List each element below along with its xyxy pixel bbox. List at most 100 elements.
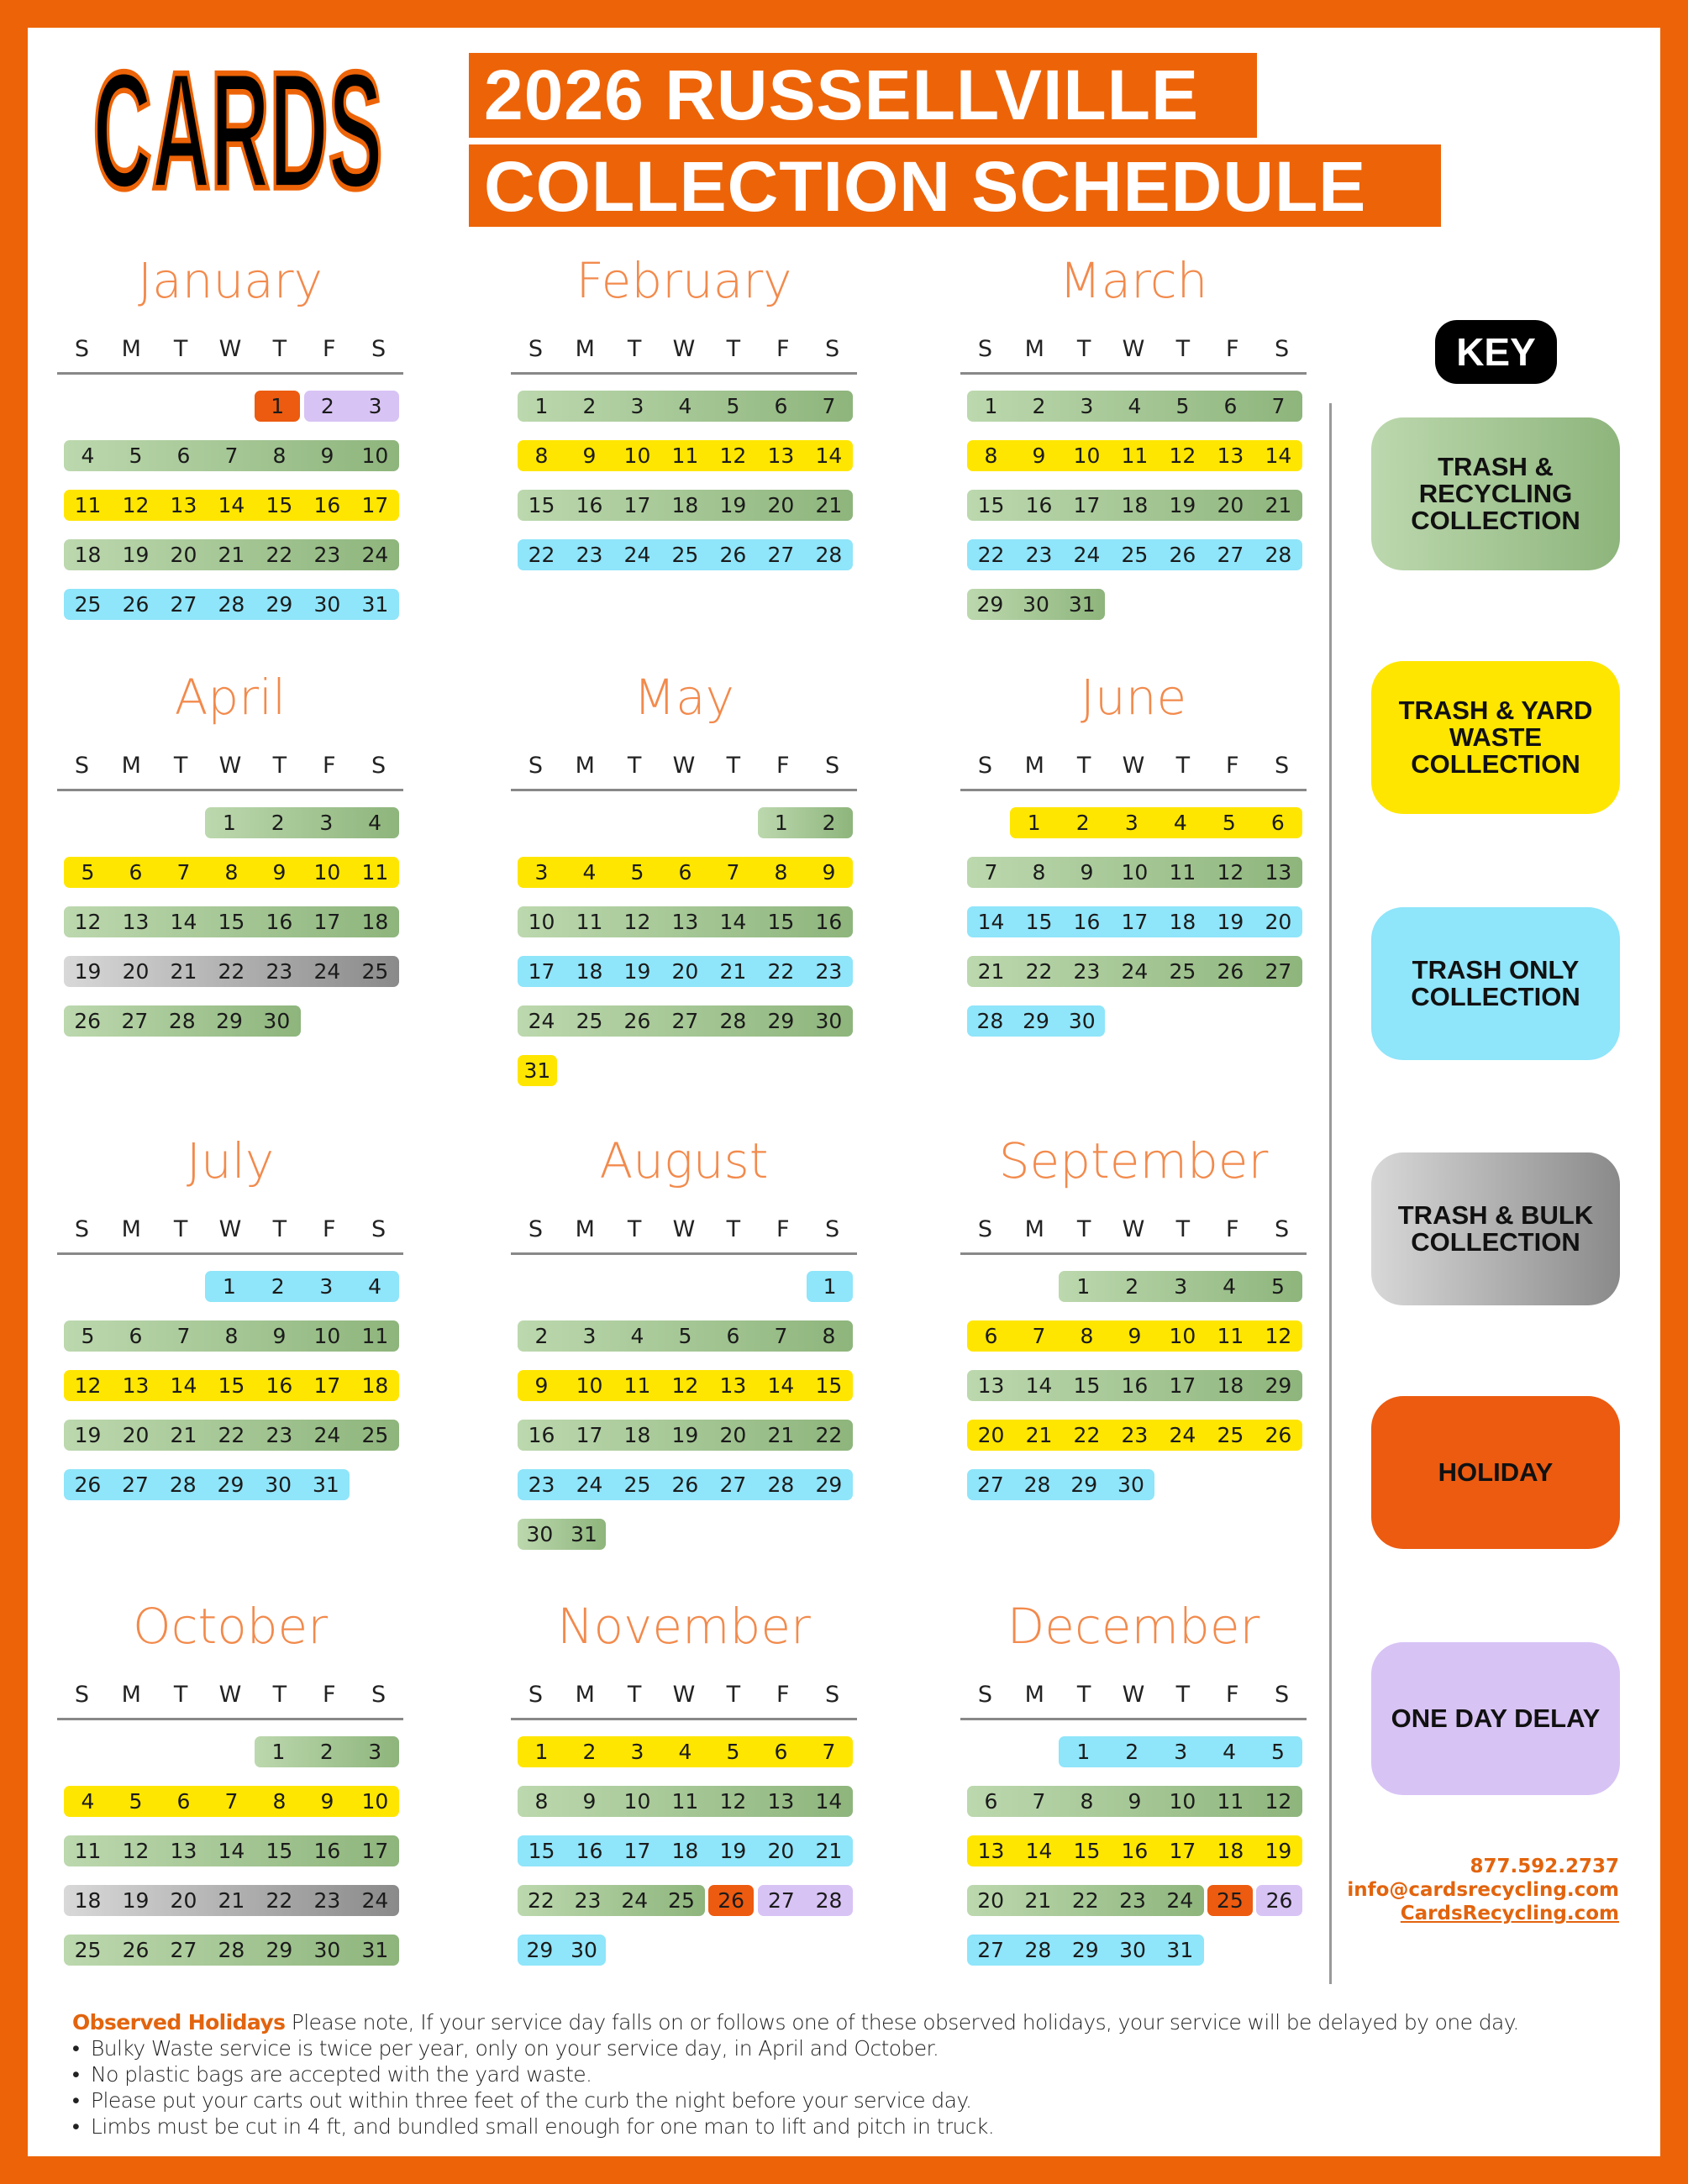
day-cell[interactable]: 7 bbox=[774, 1324, 788, 1348]
day-cell[interactable]: 18 bbox=[361, 1373, 389, 1398]
day-cell[interactable]: 5 bbox=[1271, 1274, 1285, 1299]
day-cell[interactable]: 14 bbox=[170, 1373, 197, 1398]
day-cell[interactable]: 31 bbox=[1166, 1938, 1194, 1962]
day-cell[interactable]: 1 bbox=[823, 1274, 837, 1299]
day-cell[interactable]: 21 bbox=[218, 1888, 245, 1913]
day-cell[interactable]: 20 bbox=[719, 1423, 747, 1447]
day-cell[interactable]: 19 bbox=[1217, 910, 1244, 934]
day-cell[interactable]: 26 bbox=[718, 1888, 745, 1913]
day-cell[interactable]: 17 bbox=[1169, 1839, 1196, 1863]
day-cell[interactable]: 8 bbox=[774, 860, 788, 885]
day-cell[interactable]: 5 bbox=[129, 1789, 143, 1814]
day-cell[interactable]: 23 bbox=[1073, 959, 1101, 984]
day-cell[interactable]: 17 bbox=[313, 1373, 341, 1398]
day-cell[interactable]: 16 bbox=[313, 1839, 341, 1863]
day-cell[interactable]: 8 bbox=[1080, 1324, 1094, 1348]
day-cell[interactable]: 16 bbox=[1121, 1839, 1149, 1863]
day-cell[interactable]: 16 bbox=[815, 910, 843, 934]
day-cell[interactable]: 19 bbox=[122, 543, 150, 567]
day-cell[interactable]: 26 bbox=[623, 1009, 651, 1033]
day-cell[interactable]: 10 bbox=[576, 1373, 603, 1398]
day-cell[interactable]: 7 bbox=[176, 860, 191, 885]
day-cell[interactable]: 11 bbox=[576, 910, 603, 934]
day-cell[interactable]: 3 bbox=[319, 1274, 334, 1299]
day-cell[interactable]: 31 bbox=[361, 1938, 389, 1962]
day-cell[interactable]: 19 bbox=[1265, 1839, 1292, 1863]
website-link[interactable]: CardsRecycling.com bbox=[1400, 1903, 1619, 1924]
day-cell[interactable]: 30 bbox=[815, 1009, 843, 1033]
day-cell[interactable]: 25 bbox=[361, 1423, 389, 1447]
day-cell[interactable]: 29 bbox=[266, 592, 293, 617]
day-cell[interactable]: 24 bbox=[623, 543, 651, 567]
day-cell[interactable]: 18 bbox=[623, 1423, 651, 1447]
day-cell[interactable]: 10 bbox=[1169, 1324, 1196, 1348]
day-cell[interactable]: 22 bbox=[1025, 959, 1053, 984]
day-cell[interactable]: 4 bbox=[1173, 811, 1187, 835]
day-cell[interactable]: 15 bbox=[1073, 1373, 1101, 1398]
day-cell[interactable]: 30 bbox=[1117, 1473, 1144, 1497]
day-cell[interactable]: 25 bbox=[623, 1473, 651, 1497]
day-cell[interactable]: 22 bbox=[527, 1888, 555, 1913]
day-cell[interactable]: 21 bbox=[1025, 1423, 1053, 1447]
day-cell[interactable]: 14 bbox=[1025, 1839, 1053, 1863]
day-cell[interactable]: 20 bbox=[767, 1839, 795, 1863]
day-cell[interactable]: 8 bbox=[822, 1324, 836, 1348]
day-cell[interactable]: 26 bbox=[122, 1938, 150, 1962]
day-cell[interactable]: 6 bbox=[984, 1324, 998, 1348]
day-cell[interactable]: 27 bbox=[719, 1473, 747, 1497]
day-cell[interactable]: 26 bbox=[719, 543, 747, 567]
day-cell[interactable]: 2 bbox=[271, 1274, 285, 1299]
day-cell[interactable]: 31 bbox=[361, 592, 389, 617]
day-cell[interactable]: 4 bbox=[582, 860, 597, 885]
day-cell[interactable]: 7 bbox=[822, 1740, 836, 1764]
day-cell[interactable]: 27 bbox=[1217, 543, 1244, 567]
day-cell[interactable]: 14 bbox=[767, 1373, 795, 1398]
day-cell[interactable]: 30 bbox=[313, 1938, 341, 1962]
day-cell[interactable]: 8 bbox=[984, 444, 998, 468]
day-cell[interactable]: 17 bbox=[1169, 1373, 1196, 1398]
day-cell[interactable]: 10 bbox=[313, 860, 341, 885]
day-cell[interactable]: 15 bbox=[218, 910, 245, 934]
day-cell[interactable]: 12 bbox=[1169, 444, 1196, 468]
day-cell[interactable]: 18 bbox=[1217, 1373, 1244, 1398]
day-cell[interactable]: 9 bbox=[272, 860, 287, 885]
day-cell[interactable]: 14 bbox=[1265, 444, 1292, 468]
day-cell[interactable]: 21 bbox=[218, 543, 245, 567]
day-cell[interactable]: 6 bbox=[984, 1789, 998, 1814]
day-cell[interactable]: 14 bbox=[170, 910, 197, 934]
day-cell[interactable]: 5 bbox=[678, 1324, 692, 1348]
day-cell[interactable]: 3 bbox=[534, 860, 549, 885]
day-cell[interactable]: 28 bbox=[169, 1473, 197, 1497]
day-cell[interactable]: 30 bbox=[263, 1009, 291, 1033]
day-cell[interactable]: 14 bbox=[815, 1789, 843, 1814]
day-cell[interactable]: 23 bbox=[1119, 1888, 1146, 1913]
day-cell[interactable]: 25 bbox=[671, 543, 699, 567]
day-cell[interactable]: 11 bbox=[671, 444, 699, 468]
day-cell[interactable]: 25 bbox=[1121, 543, 1149, 567]
day-cell[interactable]: 11 bbox=[1217, 1789, 1244, 1814]
day-cell[interactable]: 3 bbox=[368, 1740, 382, 1764]
day-cell[interactable]: 15 bbox=[815, 1373, 843, 1398]
day-cell[interactable]: 21 bbox=[767, 1423, 795, 1447]
day-cell[interactable]: 10 bbox=[361, 1789, 389, 1814]
day-cell[interactable]: 3 bbox=[319, 811, 334, 835]
day-cell[interactable]: 2 bbox=[582, 394, 597, 418]
day-cell[interactable]: 27 bbox=[767, 1888, 795, 1913]
day-cell[interactable]: 28 bbox=[815, 1888, 843, 1913]
day-cell[interactable]: 1 bbox=[774, 811, 788, 835]
day-cell[interactable]: 7 bbox=[224, 1789, 239, 1814]
day-cell[interactable]: 5 bbox=[1222, 811, 1236, 835]
day-cell[interactable]: 18 bbox=[1121, 493, 1149, 517]
day-cell[interactable]: 25 bbox=[1217, 1423, 1244, 1447]
day-cell[interactable]: 19 bbox=[719, 493, 747, 517]
day-cell[interactable]: 11 bbox=[623, 1373, 651, 1398]
day-cell[interactable]: 2 bbox=[822, 811, 836, 835]
day-cell[interactable]: 19 bbox=[74, 1423, 102, 1447]
day-cell[interactable]: 24 bbox=[361, 543, 389, 567]
day-cell[interactable]: 24 bbox=[528, 1009, 555, 1033]
day-cell[interactable]: 13 bbox=[1217, 444, 1244, 468]
day-cell[interactable]: 10 bbox=[313, 1324, 341, 1348]
day-cell[interactable]: 31 bbox=[523, 1058, 551, 1083]
day-cell[interactable]: 1 bbox=[1027, 811, 1041, 835]
day-cell[interactable]: 11 bbox=[74, 493, 102, 517]
